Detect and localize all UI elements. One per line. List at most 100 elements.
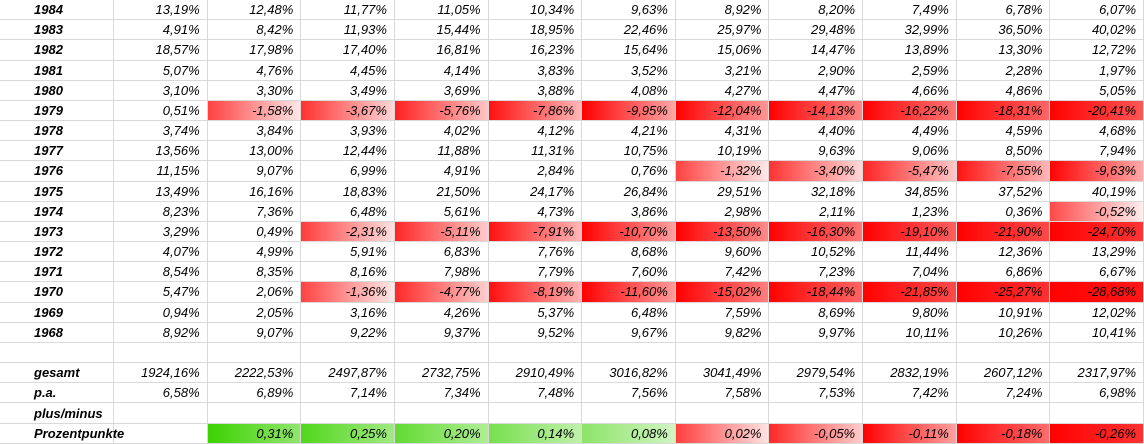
value-cell[interactable]: -5,76% bbox=[394, 100, 489, 122]
value-cell[interactable]: 0,36% bbox=[956, 201, 1051, 222]
value-cell[interactable]: -1,58% bbox=[207, 100, 302, 122]
value-cell[interactable]: 8,35% bbox=[207, 262, 302, 283]
value-cell[interactable]: -7,86% bbox=[488, 100, 583, 122]
value-cell[interactable]: 6,98% bbox=[1050, 383, 1144, 404]
value-cell[interactable]: 12,44% bbox=[301, 141, 395, 162]
value-cell[interactable]: 3,29% bbox=[114, 221, 208, 243]
value-cell[interactable]: 11,77% bbox=[301, 0, 395, 21]
value-cell[interactable]: 4,26% bbox=[394, 302, 489, 323]
value-cell[interactable]: 4,59% bbox=[956, 121, 1051, 142]
value-cell[interactable]: 0,20% bbox=[394, 423, 489, 444]
value-cell[interactable]: 11,88% bbox=[394, 141, 489, 162]
value-cell[interactable]: 10,41% bbox=[1050, 322, 1144, 343]
value-cell[interactable]: 0,14% bbox=[488, 423, 583, 444]
value-cell[interactable]: 6,48% bbox=[582, 302, 676, 323]
value-cell[interactable]: 13,00% bbox=[207, 141, 302, 162]
value-cell[interactable]: -13,50% bbox=[675, 221, 770, 243]
value-cell[interactable]: 36,50% bbox=[956, 20, 1051, 41]
value-cell[interactable]: 4,47% bbox=[769, 80, 864, 101]
row-label-cell[interactable]: 1983 bbox=[0, 20, 114, 41]
value-cell[interactable]: 2,11% bbox=[769, 201, 864, 222]
value-cell[interactable] bbox=[488, 342, 583, 364]
value-cell[interactable]: -0,18% bbox=[956, 423, 1051, 444]
value-cell[interactable] bbox=[207, 403, 302, 424]
value-cell[interactable] bbox=[114, 403, 208, 424]
value-cell[interactable]: 17,98% bbox=[207, 40, 302, 61]
value-cell[interactable]: 3,88% bbox=[488, 80, 583, 101]
value-cell[interactable]: 13,19% bbox=[114, 0, 208, 21]
value-cell[interactable]: 13,49% bbox=[114, 181, 208, 202]
value-cell[interactable]: 32,99% bbox=[863, 20, 957, 41]
value-cell[interactable]: -2,31% bbox=[301, 221, 395, 243]
value-cell[interactable]: 6,86% bbox=[956, 262, 1051, 283]
value-cell[interactable]: -4,77% bbox=[394, 282, 489, 303]
value-cell[interactable]: -7,55% bbox=[956, 161, 1051, 182]
value-cell[interactable] bbox=[1050, 403, 1144, 424]
value-cell[interactable]: 7,23% bbox=[769, 262, 864, 283]
value-cell[interactable]: 7,79% bbox=[488, 262, 583, 283]
value-cell[interactable]: 9,60% bbox=[675, 242, 770, 263]
value-cell[interactable]: 2,90% bbox=[769, 60, 864, 81]
value-cell[interactable]: 2,98% bbox=[675, 201, 770, 222]
value-cell[interactable]: 21,50% bbox=[394, 181, 489, 202]
value-cell[interactable]: 4,08% bbox=[582, 80, 676, 101]
value-cell[interactable]: 4,14% bbox=[394, 60, 489, 81]
value-cell[interactable]: 7,49% bbox=[863, 0, 957, 21]
value-cell[interactable]: 5,07% bbox=[114, 60, 208, 81]
value-cell[interactable]: 2,05% bbox=[207, 302, 302, 323]
value-cell[interactable]: 2910,49% bbox=[488, 363, 583, 384]
value-cell[interactable]: -16,22% bbox=[863, 100, 957, 122]
row-label-cell[interactable]: plus/minus bbox=[0, 403, 114, 424]
value-cell[interactable]: 1924,16% bbox=[114, 363, 208, 384]
value-cell[interactable]: 34,85% bbox=[863, 181, 957, 202]
value-cell[interactable]: 7,58% bbox=[675, 383, 770, 404]
value-cell[interactable]: 10,52% bbox=[769, 242, 864, 263]
value-cell[interactable] bbox=[582, 342, 676, 364]
value-cell[interactable]: -11,60% bbox=[582, 282, 676, 303]
value-cell[interactable] bbox=[956, 403, 1051, 424]
value-cell[interactable]: -0,26% bbox=[1050, 423, 1144, 444]
row-label-cell[interactable]: 1977 bbox=[0, 141, 114, 162]
value-cell[interactable]: 3,69% bbox=[394, 80, 489, 101]
value-cell[interactable]: 3,21% bbox=[675, 60, 770, 81]
value-cell[interactable]: 3041,49% bbox=[675, 363, 770, 384]
value-cell[interactable]: 4,27% bbox=[675, 80, 770, 101]
value-cell[interactable]: 8,16% bbox=[301, 262, 395, 283]
row-label-cell[interactable]: 1975 bbox=[0, 181, 114, 202]
value-cell[interactable]: 12,72% bbox=[1050, 40, 1144, 61]
value-cell[interactable]: -1,32% bbox=[675, 161, 770, 182]
row-label-cell[interactable]: 1971 bbox=[0, 262, 114, 283]
value-cell[interactable] bbox=[863, 342, 957, 364]
value-cell[interactable]: 4,73% bbox=[488, 201, 583, 222]
value-cell[interactable]: 8,92% bbox=[675, 0, 770, 21]
value-cell[interactable]: 9,82% bbox=[675, 322, 770, 343]
value-cell[interactable]: -0,05% bbox=[769, 423, 864, 444]
row-label-cell[interactable]: 1984 bbox=[0, 0, 114, 21]
value-cell[interactable]: 8,68% bbox=[582, 242, 676, 263]
value-cell[interactable]: 4,76% bbox=[207, 60, 302, 81]
value-cell[interactable]: 40,02% bbox=[1050, 20, 1144, 41]
value-cell[interactable]: 11,05% bbox=[394, 0, 489, 21]
value-cell[interactable]: 8,23% bbox=[114, 201, 208, 222]
value-cell[interactable]: 9,63% bbox=[582, 0, 676, 21]
value-cell[interactable]: 7,59% bbox=[675, 302, 770, 323]
value-cell[interactable]: -18,44% bbox=[769, 282, 864, 303]
value-cell[interactable]: -20,41% bbox=[1050, 100, 1144, 122]
value-cell[interactable] bbox=[301, 403, 395, 424]
value-cell[interactable]: 10,91% bbox=[956, 302, 1051, 323]
value-cell[interactable]: 9,22% bbox=[301, 322, 395, 343]
value-cell[interactable]: 4,02% bbox=[394, 121, 489, 142]
value-cell[interactable] bbox=[769, 342, 864, 364]
value-cell[interactable]: 0,49% bbox=[207, 221, 302, 243]
value-cell[interactable]: 8,92% bbox=[114, 322, 208, 343]
value-cell[interactable]: -21,85% bbox=[863, 282, 957, 303]
value-cell[interactable]: 13,29% bbox=[1050, 242, 1144, 263]
row-label-cell[interactable]: 1968 bbox=[0, 322, 114, 343]
value-cell[interactable]: 6,99% bbox=[301, 161, 395, 182]
value-cell[interactable]: 24,17% bbox=[488, 181, 583, 202]
value-cell[interactable]: 5,47% bbox=[114, 282, 208, 303]
value-cell[interactable]: 5,37% bbox=[488, 302, 583, 323]
value-cell[interactable]: -28,68% bbox=[1050, 282, 1144, 303]
value-cell[interactable]: 18,95% bbox=[488, 20, 583, 41]
value-cell[interactable]: 2222,53% bbox=[207, 363, 302, 384]
